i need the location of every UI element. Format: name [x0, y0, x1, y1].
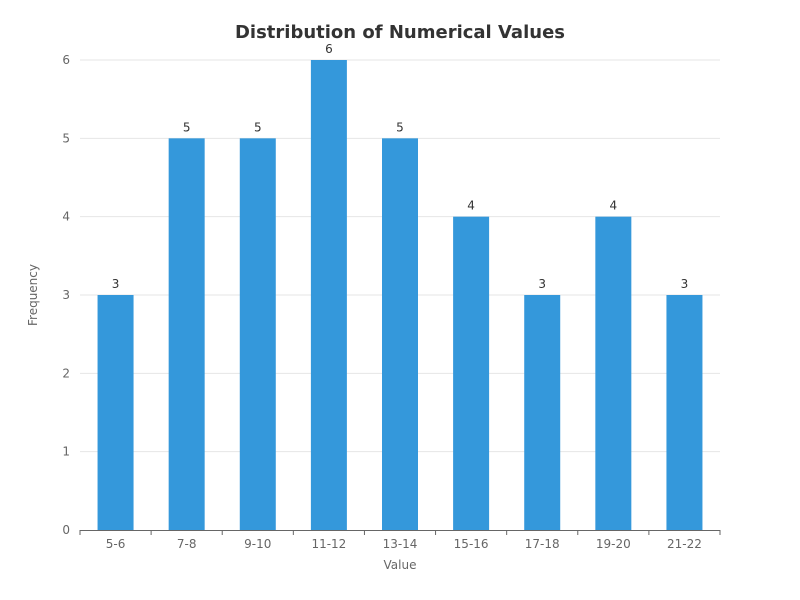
x-tick-label: 11-12: [311, 537, 346, 551]
y-axis: 0 1 2 3 4 5 6: [62, 53, 70, 537]
y-tick-label: 1: [62, 445, 70, 459]
x-tick-label: 17-18: [525, 537, 560, 551]
y-axis-title: Frequency: [26, 264, 40, 326]
data-label: 6: [325, 42, 333, 56]
data-label: 4: [467, 199, 475, 213]
x-tick-label: 15-16: [454, 537, 489, 551]
bar-5-6[interactable]: [97, 295, 134, 530]
bar-21-22[interactable]: [666, 295, 703, 530]
data-label: 5: [183, 120, 191, 134]
bar-17-18[interactable]: [524, 295, 561, 530]
data-label: 4: [610, 199, 618, 213]
x-axis: 5-6 7-8 9-10 11-12 13-14 15-16 17-18 19-20 21-22: [79, 530, 721, 551]
bar-7-8[interactable]: [168, 138, 205, 531]
x-tick-label: 7-8: [177, 537, 197, 551]
x-tick-label: 21-22: [667, 537, 702, 551]
bar-9-10[interactable]: [239, 138, 276, 531]
y-tick-label: 3: [62, 288, 70, 302]
data-label: 3: [112, 277, 120, 291]
data-label: 3: [681, 277, 689, 291]
bar-19-20[interactable]: [595, 216, 632, 530]
data-label: 3: [538, 277, 546, 291]
bar-11-12[interactable]: [310, 60, 347, 530]
x-tick-label: 19-20: [596, 537, 631, 551]
x-tick-label: 9-10: [244, 537, 271, 551]
y-tick-label: 4: [62, 210, 70, 224]
bar-15-16[interactable]: [453, 216, 490, 530]
data-labels: 3 5 5 6 5 4 3 4 3: [112, 42, 689, 291]
x-tick-label: 13-14: [383, 537, 418, 551]
bar-13-14[interactable]: [382, 138, 418, 531]
x-tick-label: 5-6: [106, 537, 126, 551]
x-axis-title: Value: [384, 558, 417, 572]
y-tick-label: 5: [62, 131, 70, 145]
y-tick-label: 2: [62, 366, 70, 380]
chart-title: Distribution of Numerical Values: [235, 22, 565, 43]
y-tick-label: 6: [62, 53, 70, 67]
bars: [97, 60, 703, 531]
data-label: 5: [254, 120, 262, 134]
y-tick-label: 0: [62, 523, 70, 537]
data-label: 5: [396, 120, 404, 134]
